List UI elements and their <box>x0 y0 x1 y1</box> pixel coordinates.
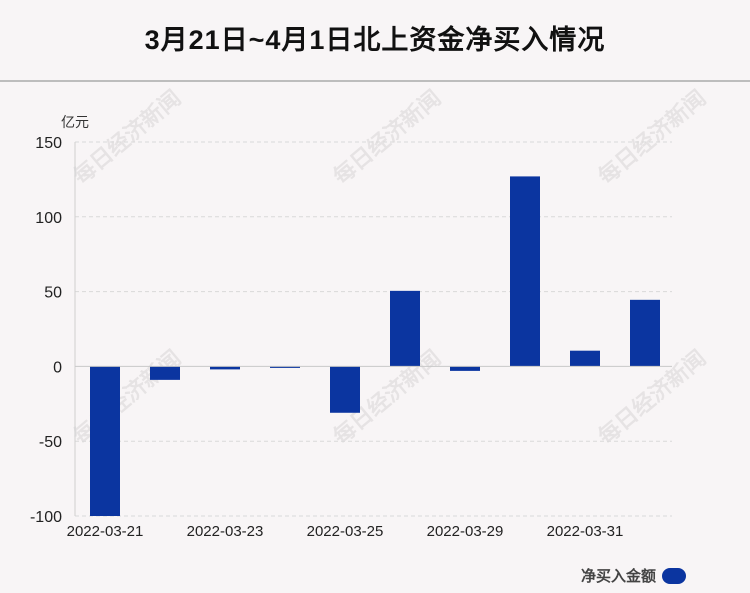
bar <box>390 290 420 367</box>
x-tick-label: 2022-03-23 <box>187 523 264 540</box>
bar <box>510 176 540 367</box>
bar <box>570 350 600 367</box>
bar <box>90 366 120 516</box>
title-divider <box>0 80 750 82</box>
y-axis-unit-label: 亿元 <box>61 114 89 130</box>
y-tick-label: 0 <box>53 359 62 376</box>
bar <box>210 366 240 370</box>
x-tick-label: 2022-03-25 <box>307 523 384 540</box>
y-tick-label: 150 <box>35 135 62 152</box>
y-tick-label: -100 <box>30 509 62 526</box>
chart-title: 3月21日~4月1日北上资金净买入情况 <box>144 25 606 55</box>
x-tick-label: 2022-03-31 <box>547 523 624 540</box>
x-tick-label: 2022-03-21 <box>67 523 144 540</box>
legend: 净买入金额 <box>581 565 686 586</box>
bar <box>150 366 180 380</box>
y-tick-label: 50 <box>44 285 62 302</box>
bar <box>270 366 300 368</box>
legend-label: 净买入金额 <box>580 568 656 585</box>
x-tick-label: 2022-03-29 <box>427 523 504 540</box>
bar <box>450 366 480 371</box>
legend-swatch <box>662 567 686 584</box>
y-tick-label: -50 <box>39 434 62 451</box>
bar <box>630 299 660 367</box>
bar <box>330 366 360 413</box>
y-tick-label: 100 <box>35 210 62 227</box>
